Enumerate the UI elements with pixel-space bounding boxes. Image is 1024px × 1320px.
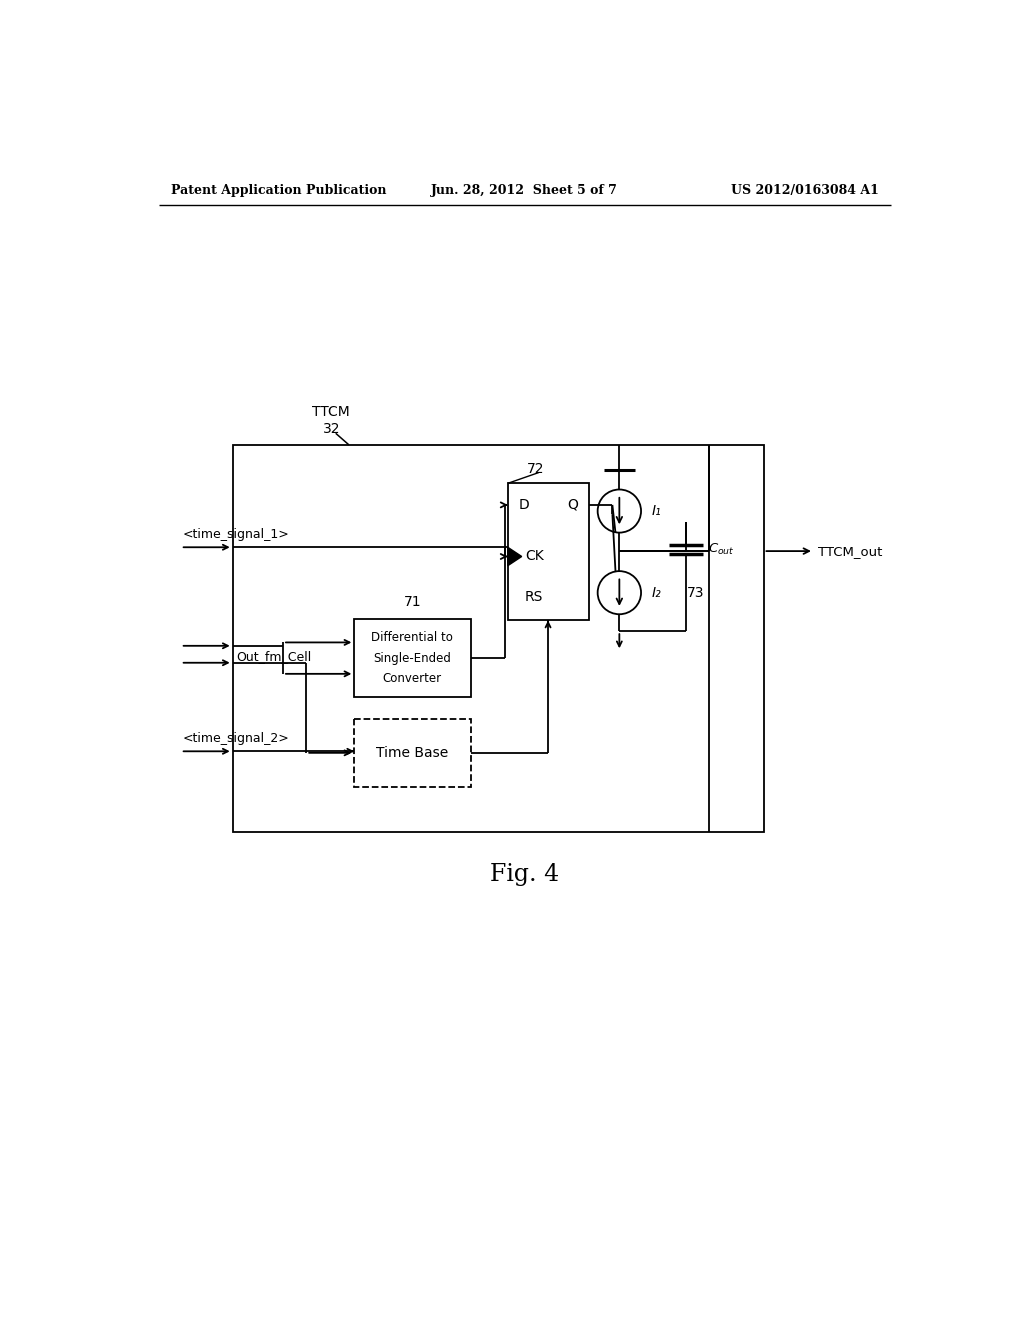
- Text: Patent Application Publication: Patent Application Publication: [171, 185, 386, 197]
- Text: I₁: I₁: [652, 504, 662, 517]
- Text: 73: 73: [687, 586, 705, 599]
- Text: Converter: Converter: [383, 672, 442, 685]
- Text: Out_fm_Cell: Out_fm_Cell: [237, 649, 311, 663]
- Text: RS: RS: [524, 590, 543, 605]
- Bar: [508, 483, 589, 620]
- Bar: [232, 445, 764, 832]
- Text: Time Base: Time Base: [376, 746, 449, 760]
- Text: Q: Q: [567, 498, 579, 512]
- Bar: [354, 619, 471, 697]
- Text: 71: 71: [403, 595, 421, 609]
- Text: TTCM: TTCM: [312, 405, 350, 420]
- Text: <time_signal_1>: <time_signal_1>: [182, 528, 289, 541]
- Text: US 2012/0163084 A1: US 2012/0163084 A1: [731, 185, 879, 197]
- Text: Jun. 28, 2012  Sheet 5 of 7: Jun. 28, 2012 Sheet 5 of 7: [431, 185, 618, 197]
- Text: CK: CK: [524, 549, 544, 564]
- Text: D: D: [518, 498, 529, 512]
- Text: Single-Ended: Single-Ended: [374, 652, 452, 665]
- Bar: [354, 719, 471, 787]
- Text: $C_{out}$: $C_{out}$: [708, 543, 734, 557]
- Text: Differential to: Differential to: [372, 631, 454, 644]
- Text: I₂: I₂: [652, 586, 662, 599]
- Text: <time_signal_2>: <time_signal_2>: [182, 733, 289, 746]
- Text: TTCM_out: TTCM_out: [818, 545, 882, 557]
- Text: 32: 32: [324, 422, 341, 437]
- Polygon shape: [508, 548, 521, 566]
- Text: Fig. 4: Fig. 4: [490, 863, 559, 886]
- Text: 72: 72: [527, 462, 545, 477]
